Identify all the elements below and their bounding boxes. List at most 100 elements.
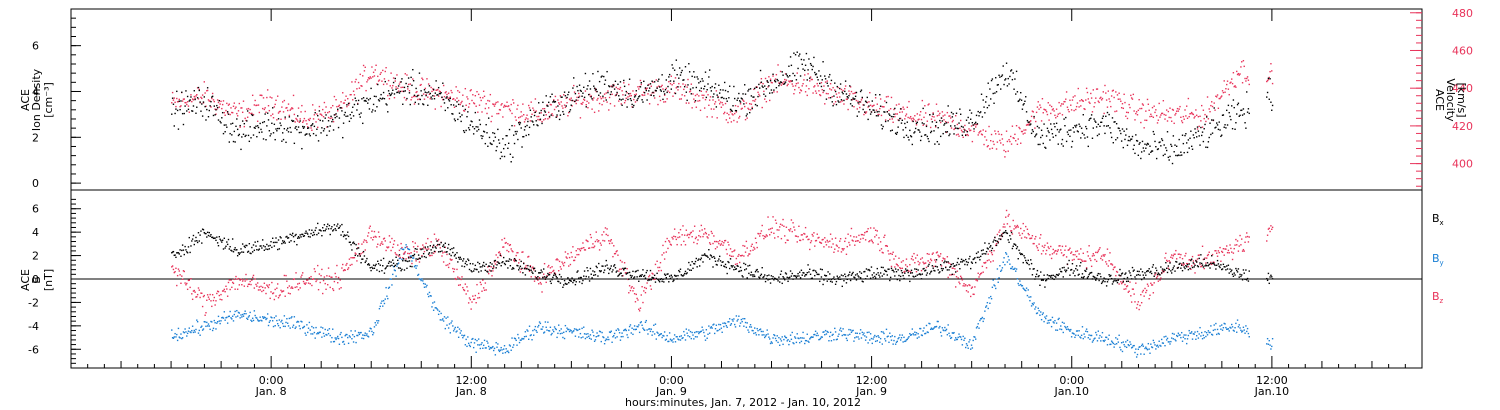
bz-point <box>679 228 682 231</box>
velocity-point <box>570 97 572 99</box>
bz-point <box>508 244 511 247</box>
ion-density-point <box>643 80 645 83</box>
by-point <box>1077 334 1079 337</box>
velocity-point <box>256 104 258 107</box>
velocity-point <box>336 105 338 108</box>
velocity-point <box>872 105 874 107</box>
by-point <box>499 349 502 351</box>
ion-density-point <box>192 105 195 107</box>
velocity-point <box>500 104 502 106</box>
ion-density-point <box>1230 118 1232 121</box>
velocity-point <box>954 127 956 130</box>
ion-density-point <box>1004 79 1006 81</box>
ion-density-point <box>503 155 506 158</box>
velocity-point <box>316 113 318 115</box>
ion-density-point <box>1016 91 1019 93</box>
ion-density-point <box>745 115 748 117</box>
velocity-point <box>1130 94 1132 97</box>
ion-density-point <box>370 87 372 90</box>
ion-density-point <box>303 126 306 128</box>
ion-density-point <box>757 95 759 98</box>
by-point <box>1040 318 1043 321</box>
top-right-ylabel-line1: ACE <box>1433 89 1446 111</box>
velocity-point <box>837 86 839 89</box>
velocity-point <box>825 92 828 95</box>
velocity-point <box>998 133 1000 135</box>
by-point <box>895 341 898 343</box>
by-point <box>657 332 659 334</box>
velocity-point <box>947 121 949 124</box>
bz-point <box>798 225 800 228</box>
by-point <box>1126 339 1129 342</box>
by-point <box>1001 267 1004 269</box>
by-point <box>803 337 805 339</box>
bz-point <box>666 237 668 240</box>
ion-density-point <box>897 126 899 128</box>
velocity-point <box>437 95 440 97</box>
bz-point <box>732 255 734 258</box>
bz-point <box>246 278 248 281</box>
bz-point <box>244 280 246 282</box>
by-point <box>382 300 385 302</box>
velocity-point <box>835 93 838 95</box>
ion-density-point <box>1002 65 1004 67</box>
velocity-point <box>740 108 743 110</box>
ion-density-point <box>176 90 178 93</box>
bz-point <box>966 285 969 287</box>
velocity-point <box>553 99 555 101</box>
velocity-point <box>774 78 777 80</box>
bz-point <box>862 237 864 240</box>
velocity-point <box>603 100 605 102</box>
velocity-point <box>390 72 392 74</box>
velocity-point <box>365 89 367 92</box>
by-point <box>484 347 487 349</box>
bz-point <box>613 253 616 255</box>
velocity-point <box>262 97 265 99</box>
bz-point <box>464 283 467 285</box>
by-point <box>537 326 539 328</box>
ion-density-point <box>689 88 692 90</box>
velocity-point <box>512 102 515 104</box>
by-point <box>213 319 216 322</box>
by-point <box>701 326 703 328</box>
by-point <box>838 333 840 335</box>
by-point <box>896 340 899 343</box>
ion-density-point <box>337 108 339 110</box>
ion-density-point <box>869 113 872 115</box>
bottom-left-tick-label: 6 <box>32 203 39 216</box>
velocity-point <box>1199 115 1201 118</box>
by-point <box>1174 338 1176 341</box>
velocity-point <box>387 79 390 82</box>
ion-density-point <box>1269 78 1271 80</box>
bz-point <box>178 270 180 272</box>
ion-density-point <box>894 107 896 110</box>
ion-density-point <box>211 95 214 98</box>
ion-density-point <box>581 95 583 97</box>
by-point <box>452 325 454 327</box>
ion-density-point <box>544 111 547 113</box>
by-point <box>622 335 624 338</box>
bz-point <box>234 288 236 290</box>
by-point <box>523 335 526 338</box>
bz-point <box>512 250 514 253</box>
velocity-point <box>990 140 992 142</box>
by-point <box>195 328 197 331</box>
by-point <box>333 340 336 343</box>
ion-density-point <box>454 119 457 122</box>
bz-point <box>602 239 604 242</box>
velocity-point <box>317 126 319 129</box>
bz-point <box>886 245 889 247</box>
velocity-point <box>1235 86 1237 88</box>
by-point <box>220 320 222 322</box>
by-point <box>1015 268 1018 270</box>
ion-density-point <box>439 92 442 95</box>
by-point <box>566 327 568 329</box>
by-point <box>707 333 709 335</box>
bottom-left-tick-label: -6 <box>28 343 39 356</box>
by-point <box>1109 343 1111 346</box>
velocity-point <box>618 88 621 90</box>
velocity-point <box>272 117 275 119</box>
ion-density-point <box>936 140 939 143</box>
velocity-point <box>225 109 227 112</box>
ion-density-point <box>1195 136 1198 138</box>
